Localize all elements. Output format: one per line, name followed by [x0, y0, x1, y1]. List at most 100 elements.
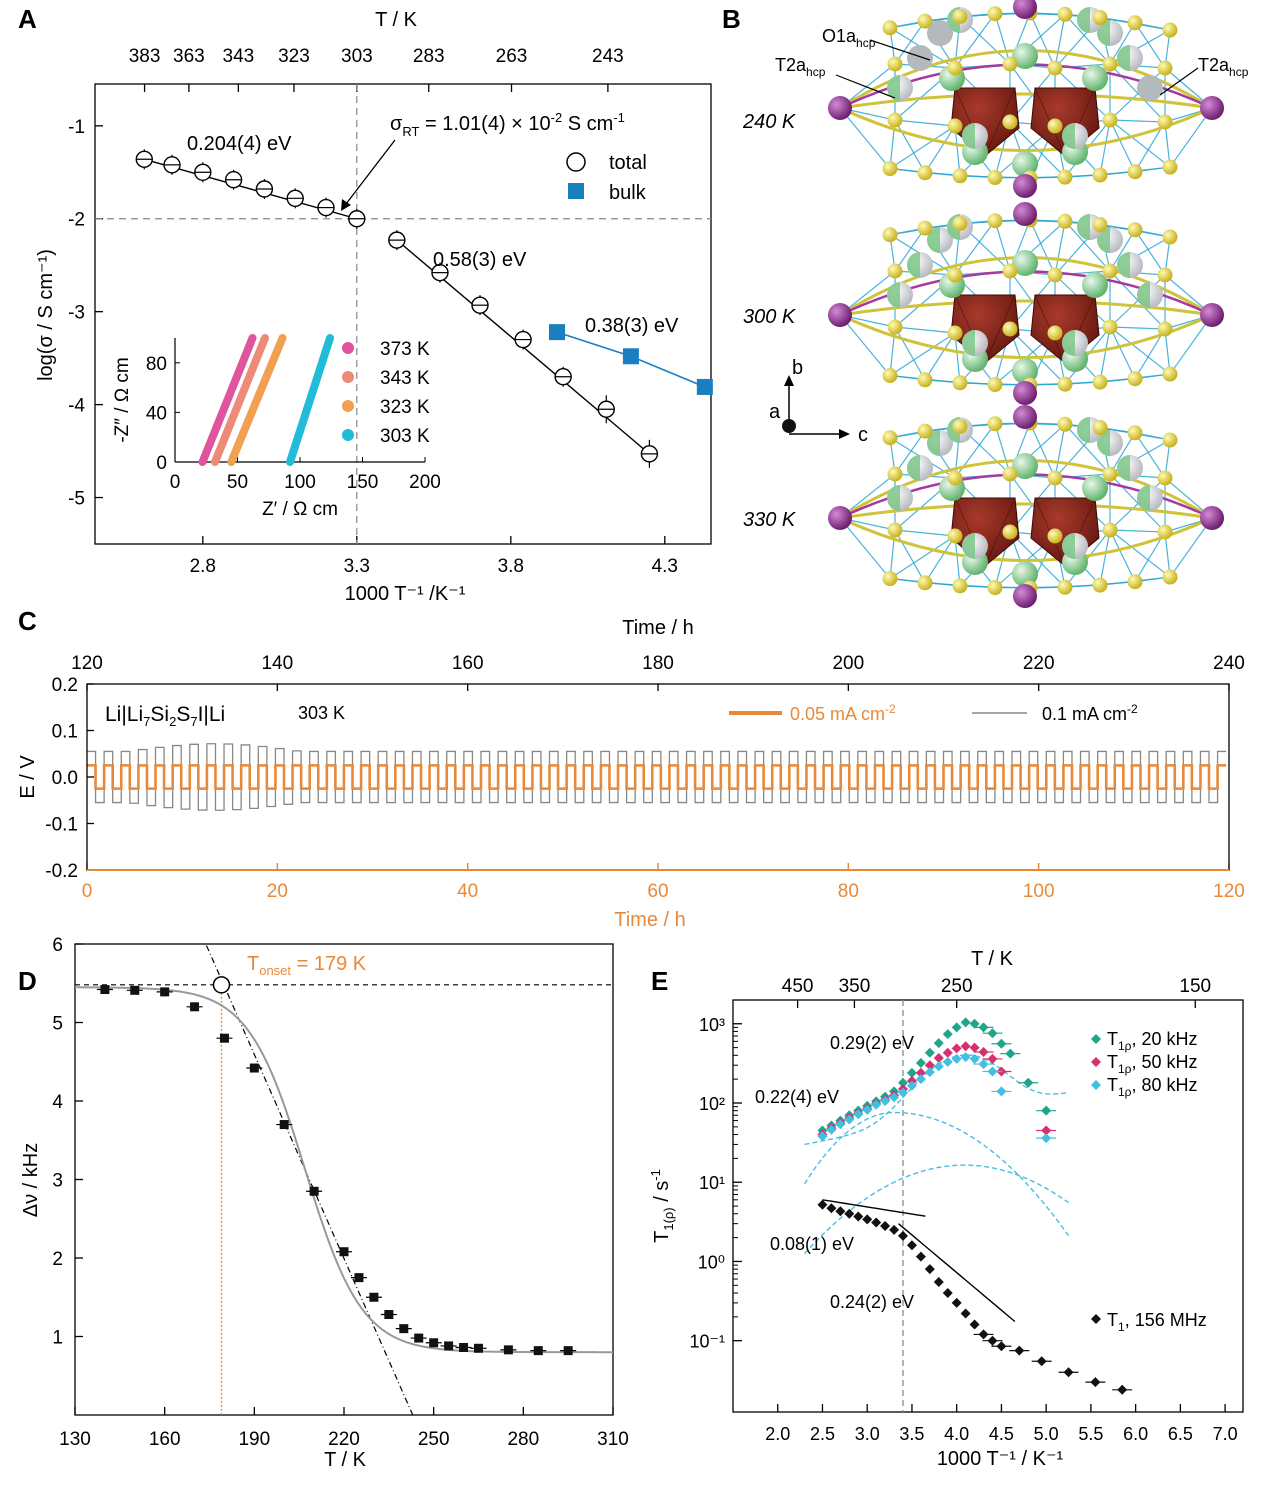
- sulfur-sphere: [1002, 524, 1018, 540]
- panel-d-point: [384, 1310, 394, 1320]
- panel-e-point: [835, 1206, 846, 1217]
- panel-a-bulk-point: [622, 348, 639, 365]
- panel-a-legend-bulk: bulk: [609, 182, 647, 204]
- lattice-bond: [894, 430, 926, 475]
- lattice-bond: [1109, 22, 1136, 65]
- sulfur-sphere: [1157, 321, 1173, 337]
- green-sphere: [1012, 250, 1038, 276]
- inset-xtick-label: 100: [284, 472, 316, 493]
- lattice-bond: [1064, 423, 1111, 475]
- sulfur-sphere: [987, 377, 1003, 393]
- panel-e-top-tick-label: 250: [941, 976, 973, 997]
- panel-e-point: [969, 1018, 980, 1029]
- panel-e-point: [969, 1319, 980, 1330]
- lattice-bond: [1099, 529, 1111, 586]
- panel-c-legend-orange: 0.05 mA cm-2: [790, 702, 896, 724]
- li-site-occupancy: [1062, 330, 1075, 356]
- panel-d-point: [533, 1346, 543, 1356]
- sulfur-sphere: [1102, 522, 1118, 538]
- sulfur-sphere: [1157, 524, 1173, 540]
- sulfur-sphere: [947, 325, 963, 341]
- sulfur-sphere: [1057, 579, 1073, 595]
- sulfur-sphere: [1162, 229, 1178, 245]
- panel-e-point: [898, 1077, 908, 1088]
- panel-c-top-tick-label: 240: [1213, 653, 1245, 674]
- panel-e-dash-mid: [803, 1111, 1070, 1237]
- sulfur-sphere: [987, 580, 1003, 596]
- sulfur-sphere: [1157, 470, 1173, 486]
- sulfur-sphere: [1002, 263, 1018, 279]
- panel-d-ylabel: Δν / kHz: [20, 1143, 42, 1217]
- panel-a-bulk-point: [696, 378, 713, 395]
- panel-e-top-tick-label: 350: [839, 976, 871, 997]
- li-site-occupancy: [1117, 252, 1130, 278]
- sulfur-sphere: [952, 418, 968, 434]
- lattice-bond: [839, 314, 891, 376]
- panel-a-rt-arrowhead: [341, 199, 351, 211]
- iodine-sphere: [1013, 381, 1037, 405]
- sulfur-sphere: [1057, 376, 1073, 392]
- inset-curve: [198, 334, 257, 466]
- sulfur-sphere: [1002, 321, 1018, 337]
- panel-a-fit-label-1: 0.204(4) eV: [187, 133, 292, 155]
- li-site-occupancy: [1137, 282, 1150, 308]
- panel-d-point: [279, 1120, 289, 1130]
- lattice-bond: [1054, 221, 1066, 276]
- lattice-bond: [889, 535, 956, 580]
- panel-e-axes: 2.0 2.5 3.0 3.5 4.0 4.5 5.0 5.5 6.0 6.5 7.0 10⁻¹ 10⁰…: [689, 976, 1237, 1444]
- green-sphere: [1012, 453, 1038, 479]
- sulfur-sphere: [917, 575, 933, 591]
- panel-a-top-tick-label: 363: [173, 46, 205, 67]
- panel-a-xtick-label: 3.8: [498, 556, 524, 577]
- lattice-bond: [1164, 531, 1171, 578]
- green-sphere: [1082, 272, 1108, 298]
- panel-d-xtick-label: 160: [149, 1429, 181, 1450]
- lattice-bond: [1109, 119, 1171, 168]
- panel-d-point: [399, 1324, 409, 1334]
- panel-d-axes: 130 160 190 220 250 280 310 1 2 3 4 5 6: [52, 935, 628, 1450]
- iodine-sphere: [1200, 96, 1224, 120]
- sulfur-sphere: [917, 13, 933, 29]
- panel-e-point: [871, 1217, 882, 1228]
- lattice-bond: [1064, 13, 1111, 65]
- panel-e-xtick-label: 2.0: [765, 1424, 790, 1444]
- lattice-bond: [1109, 529, 1166, 533]
- lattice-bond: [954, 535, 961, 586]
- panel-d-frame: [74, 943, 614, 1416]
- label-o1a: O1ahcp: [822, 26, 876, 50]
- panel-c-temp-label: 303 K: [298, 703, 345, 723]
- panel-e-point: [1090, 1377, 1101, 1388]
- iodine-sphere: [1013, 0, 1037, 19]
- lattice-bond: [894, 20, 926, 65]
- label-t2a-left: T2ahcp: [775, 55, 826, 79]
- panel-e-point: [978, 1059, 989, 1070]
- sulfur-sphere: [1162, 22, 1178, 38]
- iodine-sphere: [1200, 303, 1224, 327]
- panel-c-xtick-label: 60: [647, 881, 668, 902]
- panel-a-inset: 0 50 100 150 200 0 40 80 Z′ / Ω cm -Z″ / Ω cm 373 …: [112, 334, 441, 520]
- panel-e-point: [978, 1022, 989, 1033]
- sulfur-sphere: [1102, 56, 1118, 72]
- inset-legend-label: 323 K: [380, 397, 430, 418]
- sulfur-sphere: [887, 112, 903, 128]
- panel-c-xtick-label: 120: [1213, 881, 1245, 902]
- sulfur-sphere: [1157, 267, 1173, 283]
- panel-a-top-tick-label: 383: [129, 46, 161, 67]
- sulfur-sphere: [1092, 167, 1108, 183]
- li-site-occupancy: [1062, 533, 1075, 559]
- sulfur-sphere: [917, 423, 933, 439]
- lattice-bond: [1169, 517, 1213, 578]
- panel-e-point: [915, 1251, 926, 1262]
- sulfur-sphere: [1002, 56, 1018, 72]
- panel-a-top-tick-label: 243: [592, 46, 624, 67]
- panel-e-point: [951, 1043, 962, 1054]
- li-site-occupancy: [962, 123, 975, 149]
- panel-d-xtick-label: 310: [597, 1429, 629, 1450]
- axis-a-dot: [782, 419, 796, 433]
- inset-curve: [286, 334, 334, 466]
- panel-c-ytick-label: 0.0: [52, 768, 78, 789]
- sulfur-sphere: [947, 528, 963, 544]
- panel-d-lines: [74, 945, 613, 1416]
- li-site-occupancy: [1137, 485, 1150, 511]
- panel-c-chart: Time / h Time / h E / V 0 120 20 140 40 160 60…: [17, 617, 1245, 931]
